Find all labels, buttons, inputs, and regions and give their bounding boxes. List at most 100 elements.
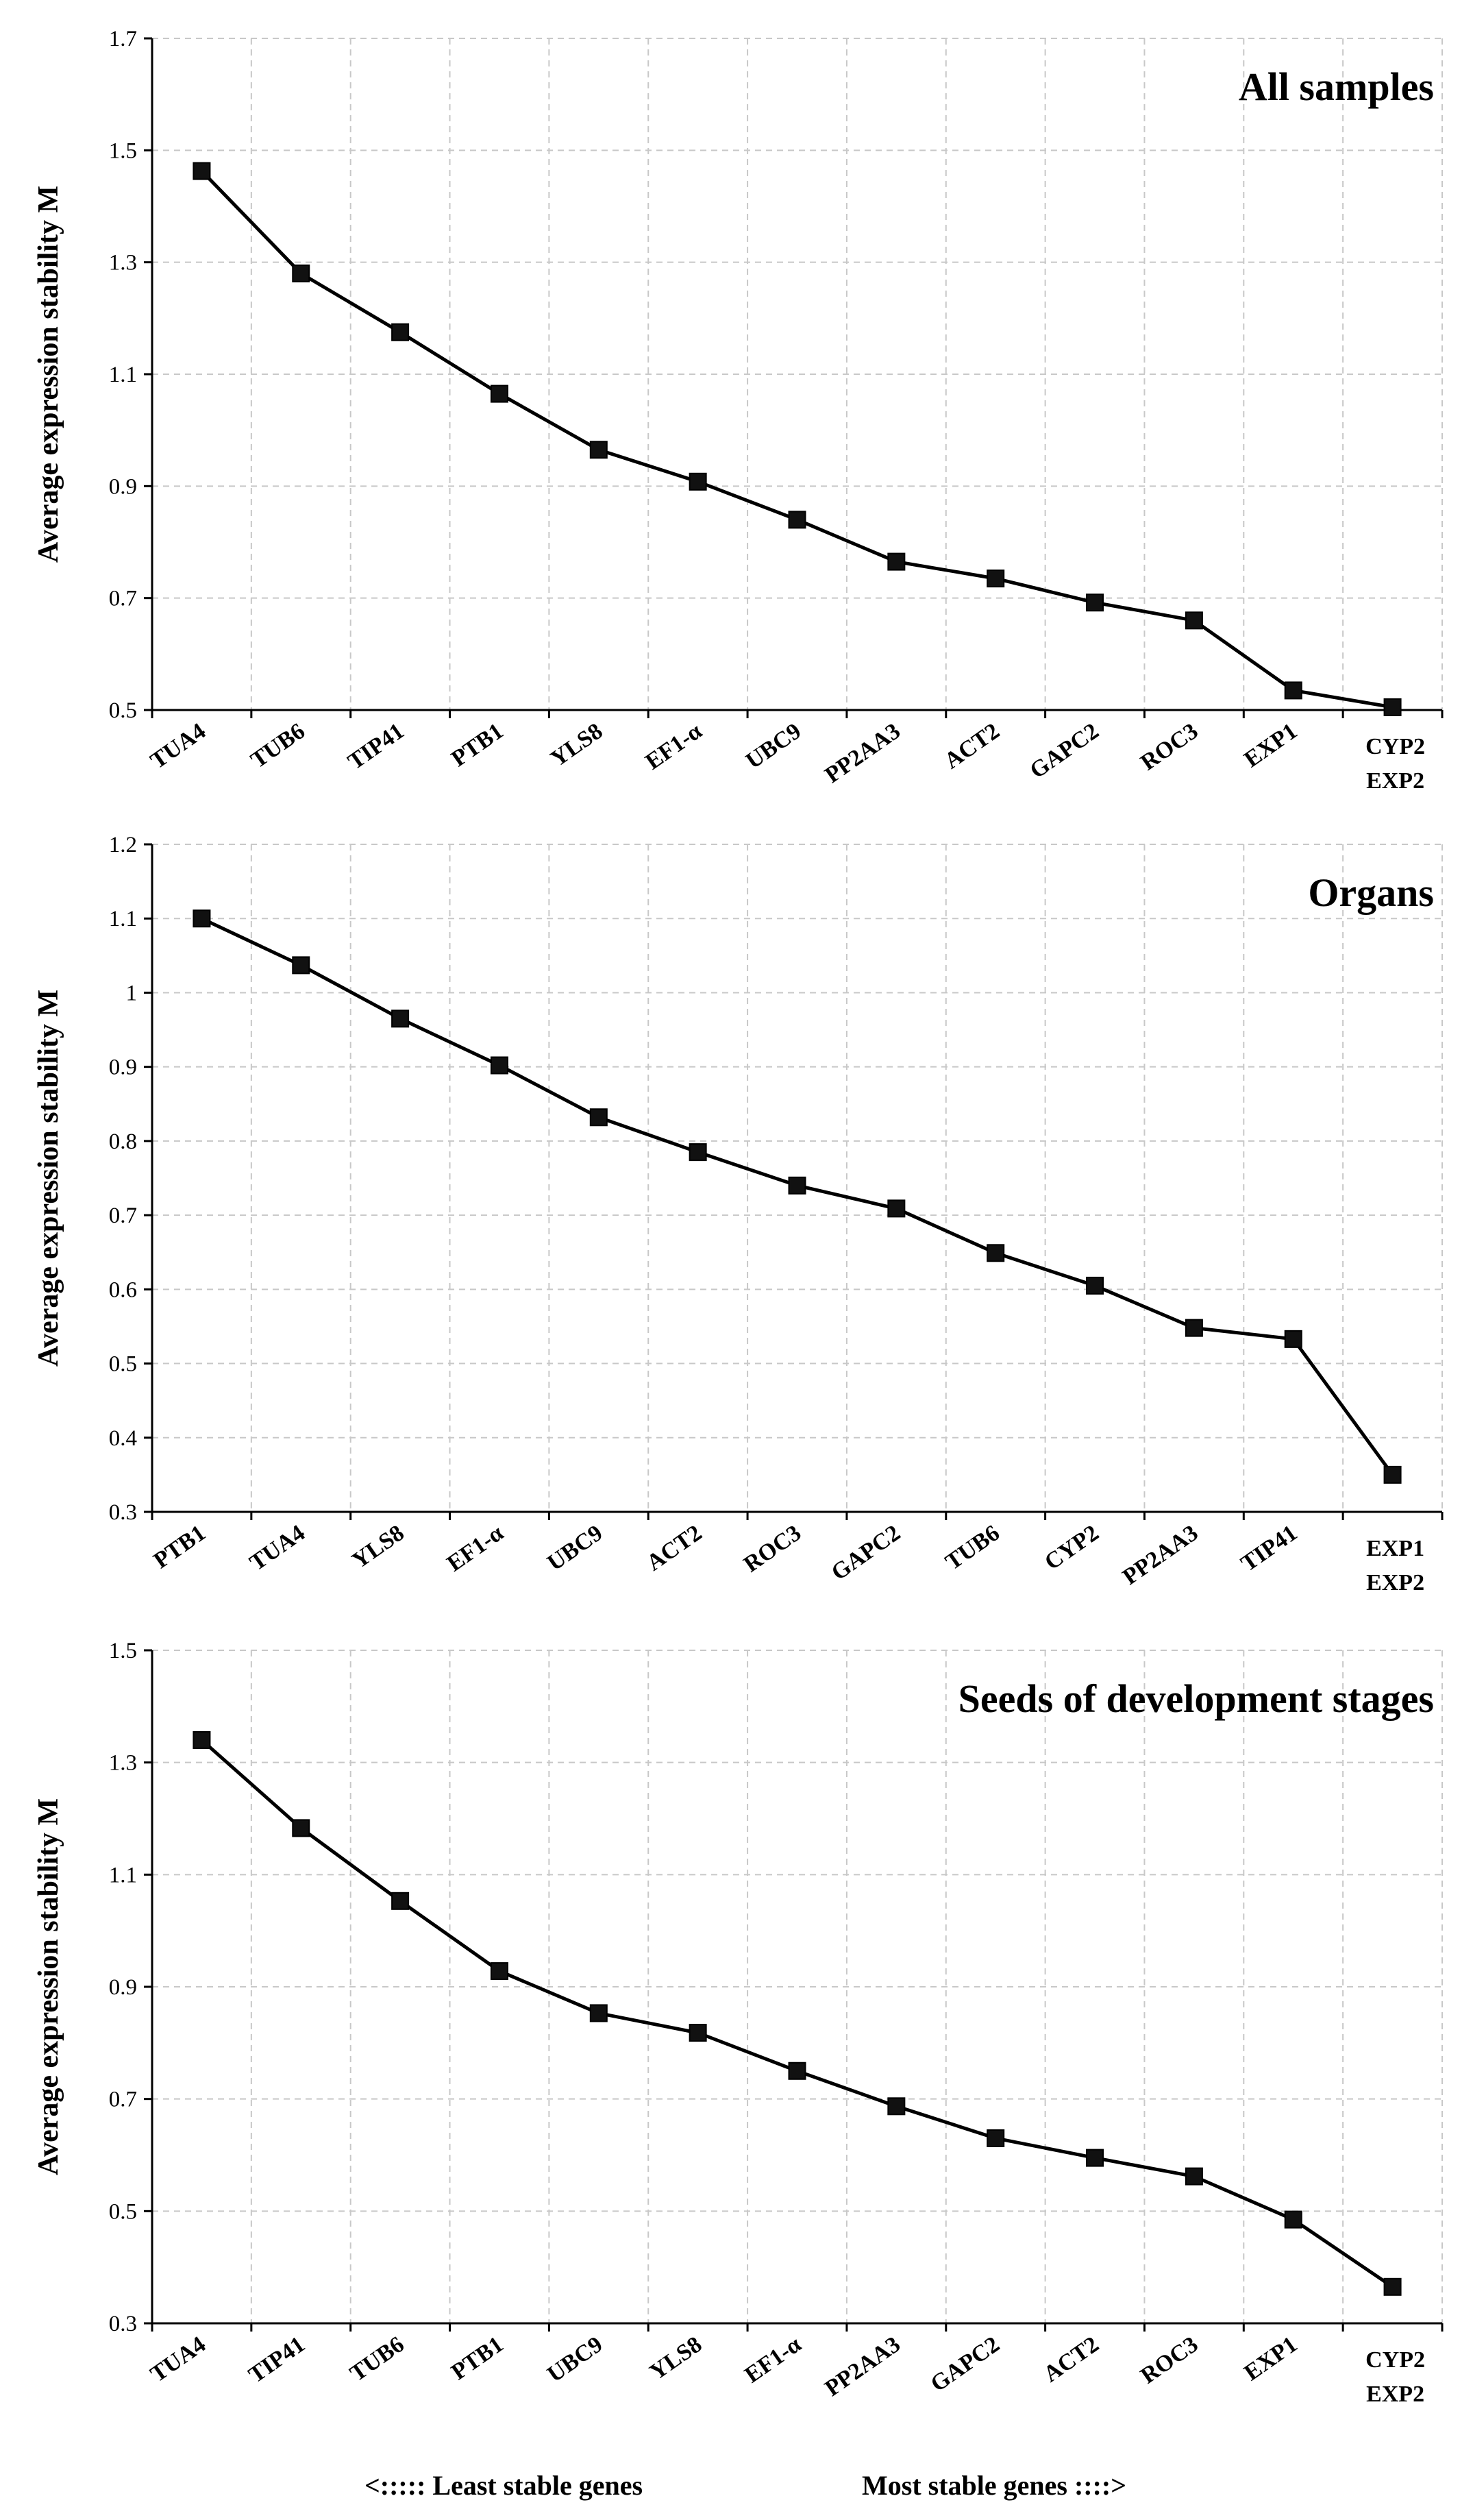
y-tick-label: 1.1 — [109, 1863, 137, 1887]
x-tick-label: UBC9 — [543, 2332, 607, 2387]
y-tick-label: 0.3 — [109, 1500, 137, 1525]
y-tick-label: 1.2 — [109, 833, 137, 857]
x-tick-label: ROC3 — [1136, 718, 1202, 775]
x-tick-label: EXP2 — [1366, 2382, 1424, 2407]
y-tick-label: 0.9 — [109, 474, 137, 499]
data-point — [193, 162, 211, 180]
data-point — [589, 1108, 608, 1127]
x-tick-label: PP2AA3 — [821, 718, 905, 788]
data-point — [1185, 1319, 1203, 1337]
x-tick-label: UBC9 — [543, 1520, 607, 1576]
x-tick-label: PTB1 — [447, 2332, 508, 2385]
y-tick-label: 0.5 — [109, 1352, 137, 1377]
x-tick-label: PTB1 — [447, 718, 508, 772]
panel-title: Seeds of development stages — [958, 1676, 1434, 1721]
data-point — [887, 1199, 906, 1218]
y-tick-label: 0.9 — [109, 1055, 137, 1080]
data-point — [193, 1730, 211, 1749]
chart-panel-1: 0.5 0.7 0.9 1.1 1.3 1.5 1.7 TUA4 TUB6 TIP41 PTB1 YL… — [33, 27, 1444, 794]
x-tick-label: TUB6 — [941, 1520, 1004, 1575]
x-tick-label: GAPC2 — [926, 2332, 1004, 2397]
x-tick-label: TIP41 — [1237, 1520, 1302, 1576]
data-point — [1185, 2167, 1203, 2186]
x-tick-label: CYP2 — [1365, 734, 1425, 759]
data-point — [1284, 2210, 1302, 2229]
x-tick-label: EF1-α — [741, 2332, 806, 2388]
x-tick-label: EF1-α — [641, 718, 707, 774]
data-point — [292, 1819, 310, 1837]
data-point — [1185, 611, 1203, 630]
data-point — [887, 552, 906, 571]
footer-most-stable: Most stable genes ::::> — [862, 2470, 1126, 2501]
data-point — [689, 472, 707, 491]
y-tick-label: 0.7 — [109, 1203, 137, 1228]
data-point — [1284, 1330, 1302, 1348]
y-tick-label: 1.5 — [109, 1639, 137, 1663]
data-point — [1086, 594, 1104, 612]
x-tick-label: TUB6 — [345, 2332, 408, 2386]
data-point — [788, 2062, 806, 2080]
data-point — [788, 511, 806, 529]
y-tick-label: 1.3 — [109, 1751, 137, 1776]
y-tick-label: 1.1 — [109, 907, 137, 931]
y-tick-label: 0.8 — [109, 1129, 137, 1154]
y-tick-label: 0.9 — [109, 1975, 137, 2000]
x-tick-label: TUA4 — [146, 718, 210, 774]
x-tick-label: EXP1 — [1239, 2332, 1302, 2386]
data-point — [1383, 698, 1402, 716]
y-axis-title: Average expression stability M — [33, 1798, 64, 2175]
panel-title: Organs — [1308, 870, 1434, 915]
x-tick-label: GAPC2 — [1026, 718, 1104, 783]
y-tick-label: 0.5 — [109, 698, 137, 723]
data-point — [292, 956, 310, 975]
y-tick-label: 1.5 — [109, 138, 137, 163]
x-tick-label: EF1-α — [443, 1520, 508, 1576]
x-tick-label: UBC9 — [741, 718, 806, 774]
data-point — [987, 1244, 1005, 1262]
y-axis-title: Average expression stability M — [33, 186, 64, 563]
y-tick-label: 0.6 — [109, 1277, 137, 1302]
x-tick-label: TIP41 — [343, 718, 409, 774]
x-tick-label: CYP2 — [1040, 1520, 1103, 1575]
data-point — [887, 2097, 906, 2116]
data-point — [1383, 1465, 1402, 1484]
data-point — [788, 1176, 806, 1195]
x-tick-label: PTB1 — [149, 1520, 210, 1574]
data-point — [689, 2024, 707, 2042]
data-point — [292, 265, 310, 282]
x-tick-label: PP2AA3 — [1118, 1520, 1202, 1590]
data-point — [1086, 1276, 1104, 1295]
panel-title: All samples — [1239, 64, 1434, 109]
data-point — [1284, 681, 1302, 700]
chart-panel-3: 0.3 0.5 0.7 0.9 1.1 1.3 1.5 TUA4 TIP41 TUB6 PTB1 UB… — [33, 1639, 1444, 2407]
x-tick-label: EXP1 — [1366, 1536, 1424, 1561]
x-tick-label: TUB6 — [246, 718, 309, 773]
data-point — [391, 1010, 410, 1028]
y-tick-label: 1 — [126, 981, 138, 1005]
data-point — [987, 2129, 1005, 2147]
data-point — [987, 570, 1005, 588]
series-line — [201, 916, 1394, 1476]
x-tick-label: GAPC2 — [827, 1520, 905, 1585]
y-tick-label: 0.5 — [109, 2199, 137, 2224]
x-tick-label: TUA4 — [146, 2332, 210, 2387]
x-tick-label: ACT2 — [642, 1520, 706, 1576]
y-tick-label: 1.3 — [109, 251, 137, 276]
x-tick-label: ACT2 — [940, 718, 1004, 774]
x-tick-label: YLS8 — [645, 2332, 706, 2385]
x-tick-label: YLS8 — [546, 718, 607, 772]
data-point — [490, 1056, 508, 1075]
x-tick-label: EXP2 — [1366, 1570, 1424, 1595]
series-line — [200, 169, 1394, 709]
x-tick-label: ROC3 — [1136, 2332, 1202, 2388]
footer-least-stable: <::::: Least stable genes — [364, 2470, 643, 2501]
data-point — [589, 2004, 608, 2022]
data-point — [1383, 2277, 1402, 2296]
x-tick-label: TIP41 — [244, 2332, 310, 2388]
y-tick-label: 0.7 — [109, 2088, 137, 2112]
y-tick-label: 0.7 — [109, 587, 137, 611]
y-tick-label: 0.4 — [109, 1426, 137, 1451]
y-axis-title: Average expression stability M — [33, 990, 64, 1367]
x-tick-label: YLS8 — [347, 1520, 408, 1574]
